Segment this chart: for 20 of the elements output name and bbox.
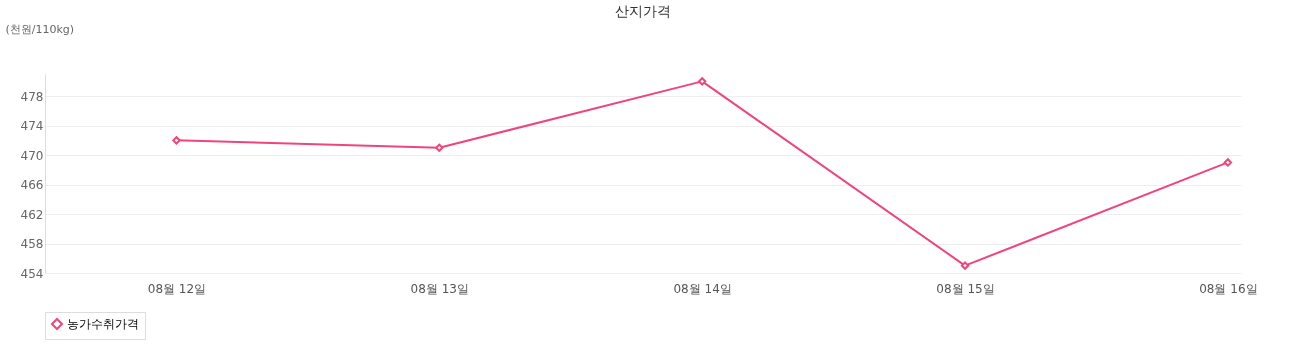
- y-tick-label: 470: [20, 148, 44, 163]
- point: [435, 143, 444, 152]
- x-tick-label: 08월 13일: [410, 281, 469, 296]
- x-tick-label: 08월 15일: [936, 281, 995, 296]
- point: [172, 136, 181, 145]
- point: [1223, 158, 1233, 167]
- y-tick-label: 462: [20, 207, 44, 222]
- legend-label: 농가수취가격: [67, 317, 139, 331]
- y-tick-label: 478: [20, 89, 44, 104]
- x-tick-label: 08월 14일: [673, 281, 732, 296]
- y-axis-title: (천원/110kg): [5, 22, 75, 36]
- x-tick-label: 08월 16일: [1199, 281, 1258, 296]
- point: [697, 77, 707, 86]
- x-tick-label: 08월 12일: [147, 281, 207, 296]
- y-tick-label: 474: [20, 119, 44, 134]
- y-tick-label: 466: [20, 178, 44, 193]
- y-tick-label: 458: [20, 237, 44, 252]
- chart-title: 산지가격: [615, 3, 671, 19]
- y-tick-label: 454: [20, 266, 44, 281]
- point: [960, 261, 970, 270]
